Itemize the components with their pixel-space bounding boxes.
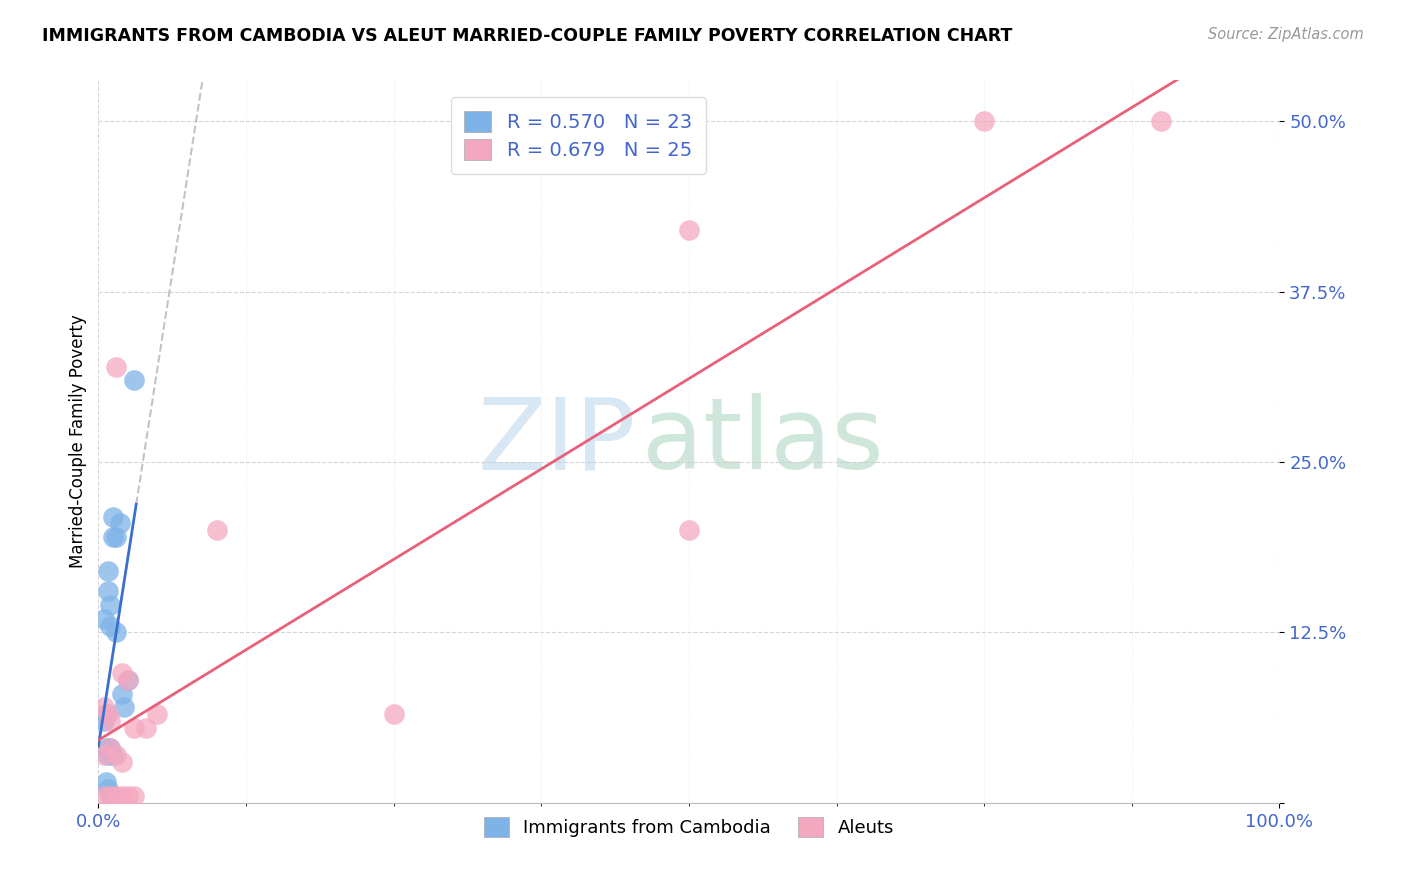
Point (678, 223, 700, 237)
Point (97, 564, 120, 578)
Point (105, 359, 128, 374)
Point (111, 666, 134, 681)
Point (678, 523, 700, 537)
Point (97, 707, 120, 722)
Point (98, 741, 121, 756)
Y-axis label: Married-Couple Family Poverty: Married-Couple Family Poverty (69, 315, 87, 568)
Point (105, 530, 128, 544)
Point (98, 741, 121, 756)
Point (93, 700, 115, 714)
Point (98, 789, 121, 803)
Point (101, 748, 124, 763)
Point (105, 625, 128, 640)
Text: atlas: atlas (641, 393, 883, 490)
Point (93, 612, 115, 626)
Point (112, 700, 135, 714)
Point (96, 741, 118, 756)
Point (94, 775, 117, 789)
Point (101, 509, 124, 524)
Point (135, 721, 157, 735)
Point (146, 707, 169, 722)
Text: Source: ZipAtlas.com: Source: ZipAtlas.com (1208, 27, 1364, 42)
Point (98, 714, 121, 728)
Point (93, 714, 115, 728)
Point (111, 687, 134, 701)
Point (97, 782, 120, 797)
Text: ZIP: ZIP (478, 393, 636, 490)
Point (122, 721, 145, 735)
Point (98, 618, 121, 632)
Point (1150, 114, 1173, 128)
Text: IMMIGRANTS FROM CAMBODIA VS ALEUT MARRIED-COUPLE FAMILY POVERTY CORRELATION CHAR: IMMIGRANTS FROM CAMBODIA VS ALEUT MARRIE… (42, 27, 1012, 45)
Point (98, 598, 121, 612)
Point (205, 523, 228, 537)
Point (97, 748, 120, 763)
Point (105, 748, 128, 763)
Point (973, 114, 995, 128)
Point (93, 789, 115, 803)
Point (94, 707, 117, 722)
Point (122, 373, 145, 387)
Point (117, 673, 139, 687)
Point (382, 707, 405, 722)
Point (111, 755, 134, 769)
Point (111, 789, 134, 803)
Point (117, 673, 139, 687)
Point (93, 748, 115, 763)
Point (97, 584, 120, 599)
Point (105, 789, 128, 803)
Legend: Immigrants from Cambodia, Aleuts: Immigrants from Cambodia, Aleuts (477, 810, 901, 845)
Point (117, 789, 139, 803)
Point (122, 789, 145, 803)
Point (98, 789, 121, 803)
Point (108, 516, 131, 531)
Point (101, 530, 124, 544)
